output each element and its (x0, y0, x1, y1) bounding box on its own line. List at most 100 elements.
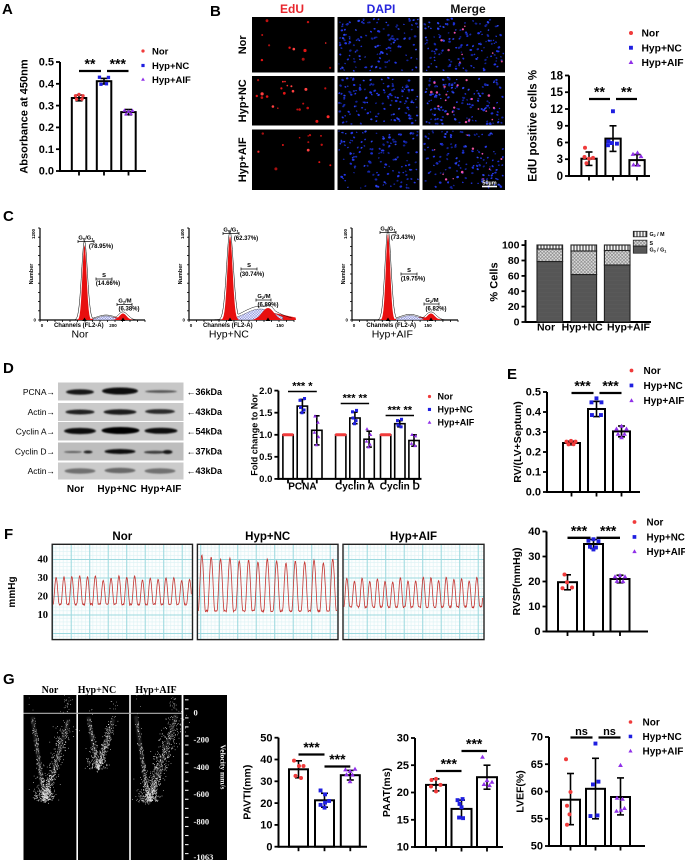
svg-text:G: G (3, 671, 15, 688)
svg-text:1400: 1400 (180, 228, 185, 239)
svg-text:9: 9 (557, 121, 563, 133)
svg-text:ns: ns (603, 726, 616, 738)
svg-text:G0/G1: G0/G1 (380, 227, 396, 233)
svg-text:RVSP(mmHg): RVSP(mmHg) (511, 547, 523, 615)
svg-text:***: *** (303, 739, 320, 755)
svg-text:G2/M: G2/M (257, 294, 270, 300)
svg-text:Nor: Nor (438, 392, 454, 402)
svg-text:Nor: Nor (642, 29, 660, 40)
svg-text:*** *: *** * (292, 381, 313, 393)
svg-text:G2/M: G2/M (118, 299, 131, 305)
svg-text:0.1: 0.1 (526, 467, 541, 479)
svg-text:200: 200 (109, 323, 117, 328)
svg-text:Hyp+AIF: Hyp+AIF (237, 137, 249, 182)
svg-text:Hyp+NC: Hyp+NC (78, 685, 116, 696)
svg-text:A: A (2, 1, 13, 18)
svg-text:(14.66%): (14.66%) (96, 281, 120, 287)
svg-text:Hyp+AIF: Hyp+AIF (135, 685, 176, 696)
svg-text:Hyp+NC: Hyp+NC (209, 329, 249, 341)
svg-text:Nor: Nor (647, 517, 664, 528)
svg-text:PAAT(ms): PAAT(ms) (381, 768, 393, 817)
svg-text:Nor: Nor (537, 322, 555, 334)
svg-text:Number: Number (341, 263, 347, 285)
svg-text:25: 25 (397, 760, 409, 772)
svg-text:(30.74%): (30.74%) (240, 272, 264, 278)
svg-text:0: 0 (33, 318, 36, 323)
svg-text:0: 0 (557, 171, 563, 183)
svg-text:40: 40 (260, 754, 272, 766)
svg-text:PAVTI(mm): PAVTI(mm) (242, 765, 254, 820)
svg-text:0: 0 (266, 841, 272, 853)
svg-text:30: 30 (397, 733, 409, 745)
svg-text:Number: Number (178, 263, 184, 285)
svg-text:12: 12 (550, 104, 563, 116)
svg-text:G2 / M: G2 / M (650, 232, 666, 238)
svg-text:Hyp+NC: Hyp+NC (245, 531, 290, 543)
svg-text:2.0: 2.0 (259, 386, 272, 397)
svg-text:100: 100 (502, 240, 520, 252)
svg-text:RV/(LV+Septum): RV/(LV+Septum) (512, 401, 524, 483)
svg-text:0: 0 (182, 318, 185, 323)
svg-text:15: 15 (397, 815, 409, 827)
svg-text:Hyp+NC: Hyp+NC (97, 484, 136, 495)
svg-text:Nor: Nor (644, 366, 661, 377)
svg-text:10: 10 (38, 610, 49, 621)
svg-text:**: ** (85, 56, 96, 72)
svg-text:Merge: Merge (450, 2, 486, 16)
svg-text:0: 0 (190, 323, 193, 328)
svg-text:0.4: 0.4 (39, 79, 55, 91)
svg-text:0.5: 0.5 (39, 57, 54, 69)
svg-text:EdU: EdU (280, 2, 304, 16)
svg-text:**: ** (621, 84, 632, 100)
svg-text:Hyp+AIF: Hyp+AIF (372, 329, 413, 341)
svg-text:0: 0 (345, 318, 348, 323)
svg-text:Hyp+NC: Hyp+NC (438, 405, 474, 415)
svg-text:Nor: Nor (643, 718, 660, 729)
svg-text:0: 0 (534, 626, 540, 638)
svg-text:(6.82%): (6.82%) (425, 307, 446, 313)
svg-text:20: 20 (528, 576, 540, 588)
svg-text:(6.38%): (6.38%) (118, 307, 139, 313)
svg-text:G0/G1: G0/G1 (78, 236, 94, 242)
svg-text:Absorbance at 450nm: Absorbance at 450nm (19, 59, 31, 174)
svg-text:B: B (210, 3, 221, 20)
svg-text:-800: -800 (194, 816, 210, 826)
svg-text:***: *** (574, 378, 591, 394)
svg-text:60: 60 (508, 271, 520, 283)
svg-text:Cyclin D: Cyclin D (380, 482, 420, 493)
svg-text:Fold change to Nor: Fold change to Nor (250, 393, 260, 475)
svg-text:F: F (4, 526, 13, 543)
svg-text:Nor: Nor (67, 484, 84, 495)
svg-text:C: C (3, 208, 14, 225)
svg-text:0.2: 0.2 (526, 447, 541, 459)
svg-text:Hyp+AIF: Hyp+AIF (152, 75, 191, 86)
svg-text:←43kDa: ←43kDa (187, 407, 224, 417)
svg-text:-400: -400 (194, 762, 210, 772)
svg-text:Nor: Nor (237, 35, 249, 55)
svg-text:3: 3 (557, 154, 563, 166)
svg-text:50: 50 (260, 732, 272, 744)
svg-text:40: 40 (508, 286, 520, 298)
svg-text:*** **: *** ** (388, 405, 413, 417)
svg-text:0.2: 0.2 (39, 122, 54, 134)
svg-text:20: 20 (38, 592, 49, 603)
svg-text:Hyp+AIF: Hyp+AIF (644, 396, 685, 407)
svg-text:% Cells: % Cells (489, 262, 501, 301)
svg-text:Channels (FL2-A): Channels (FL2-A) (54, 323, 104, 329)
svg-text:15: 15 (550, 87, 563, 99)
svg-text:Number: Number (29, 263, 35, 285)
svg-text:Cyclin A→: Cyclin A→ (16, 427, 55, 437)
svg-text:D: D (3, 360, 14, 377)
svg-text:10: 10 (397, 842, 409, 854)
svg-text:0: 0 (514, 317, 520, 329)
svg-text:Channels (FL2-A): Channels (FL2-A) (366, 323, 416, 329)
svg-text:-600: -600 (194, 789, 210, 799)
svg-text:Actin→: Actin→ (28, 407, 55, 417)
svg-text:S: S (650, 241, 654, 247)
svg-text:***: *** (329, 751, 346, 767)
svg-text:0.0: 0.0 (526, 487, 541, 499)
svg-text:-1063: -1063 (194, 852, 214, 862)
svg-text:65: 65 (531, 759, 543, 771)
svg-text:50: 50 (531, 841, 543, 853)
svg-text:1.0: 1.0 (259, 430, 272, 441)
